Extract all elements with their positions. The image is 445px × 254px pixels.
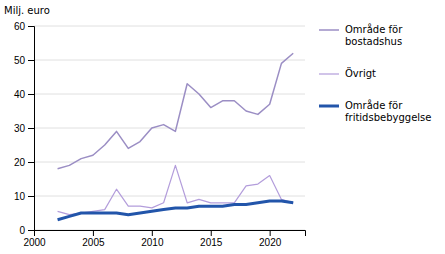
x-axis: 2000 2005 2010 2015 2020 [23,230,305,248]
legend-label: Område förfritidsbebyggelse [345,99,431,123]
y-tick-mark [28,196,34,197]
y-tick-label: 20 [14,157,26,168]
x-tick: 2005 [82,230,105,248]
legend-label: Område förbostadshus [345,23,403,47]
chart: 2000 2005 2010 2015 2020 0 10 20 30 40 50 60 Milj. e… [0,0,445,254]
y-tick-label: 50 [14,55,26,66]
legend-swatch [319,29,339,31]
x-tick-label: 2010 [141,237,164,248]
y-tick-label: 10 [14,191,26,202]
y-tick-label: 40 [14,89,26,100]
y-tick: 50 [14,55,34,66]
series-line [58,201,294,220]
plot: 2000 2005 2010 2015 2020 0 10 20 30 40 50 60 [14,21,306,248]
y-tick-mark [28,94,34,95]
x-axis-line [35,231,306,237]
y-tick-mark [28,60,34,61]
y-tick: 60 [14,21,34,32]
x-tick: 2015 [200,230,223,248]
grid [34,26,305,230]
x-tick: 2010 [141,230,164,248]
y-label: Milj. euro [4,5,50,16]
x-tick-label: 2000 [23,237,46,248]
legend-item: Område förbostadshus [319,23,403,47]
lines [58,53,294,220]
y-tick-mark [28,128,34,129]
x-tick-label: 2020 [259,237,282,248]
grid-line [34,26,305,27]
legend-swatch [319,105,339,108]
grid-line [34,94,305,95]
x-tick-mark [270,230,271,236]
x-tick-label: 2015 [200,237,223,248]
legend-swatch [319,73,339,74]
y-tick-label: 0 [19,225,25,236]
y-tick-mark [28,162,34,163]
grid-line [34,196,305,197]
legend-item: Övrigt [319,67,376,79]
x-tick: 2020 [259,230,282,248]
x-tick-mark [211,230,212,236]
y-tick-label: 60 [14,21,26,32]
y-tick-mark [28,230,34,231]
grid-line [34,60,305,61]
x-tick: 2000 [23,230,46,248]
x-tick-label: 2005 [82,237,105,248]
x-tick-mark [93,230,94,236]
y-tick-mark [28,26,34,27]
x-tick-mark [152,230,153,236]
series-line [58,53,294,169]
y-tick: 10 [14,191,34,202]
y-tick-label: 30 [14,123,26,134]
y-axis: 0 10 20 30 40 50 60 [14,21,35,236]
y-tick: 0 [19,225,34,236]
y-tick: 20 [14,157,34,168]
legend: Område förbostadshus Övrigt Område förfrit… [319,23,431,123]
y-axis-line [28,27,35,231]
y-tick: 30 [14,123,34,134]
legend-label: Övrigt [345,67,376,79]
legend-item: Område förfritidsbebyggelse [319,99,431,123]
y-tick: 40 [14,89,34,100]
